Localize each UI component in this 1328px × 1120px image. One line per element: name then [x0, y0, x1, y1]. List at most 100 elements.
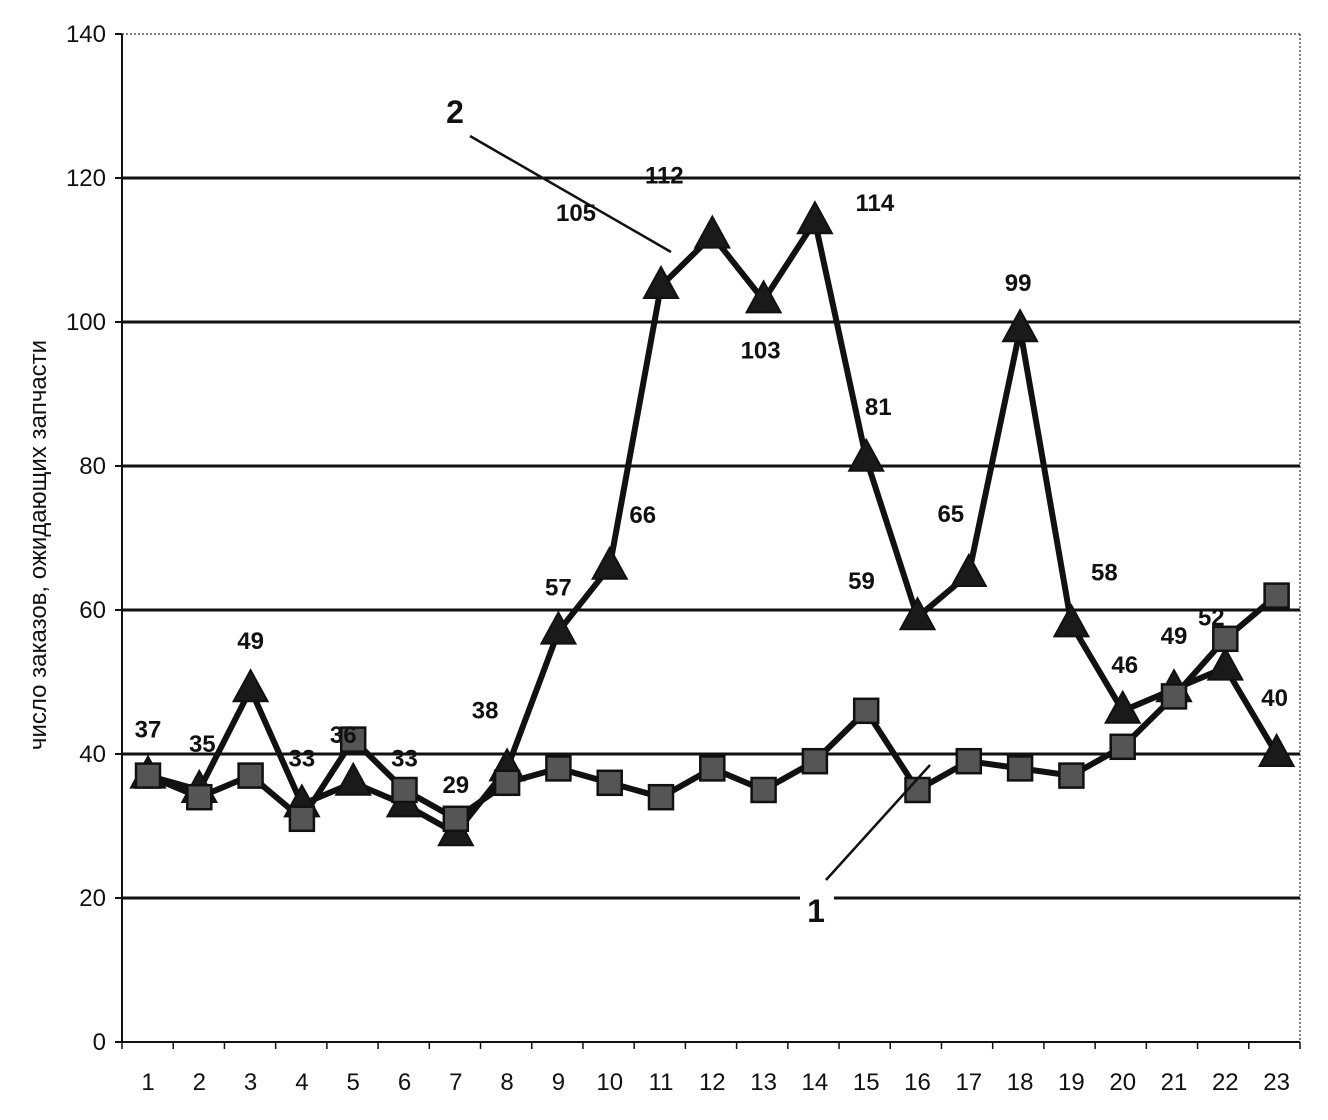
series-2-point [591, 545, 629, 580]
data-label: 35 [189, 731, 216, 758]
series-1-point [391, 776, 418, 804]
series-1-point [186, 783, 213, 811]
x-tick-label: 6 [398, 1069, 411, 1096]
x-tick-label: 15 [853, 1069, 880, 1096]
data-label: 66 [629, 502, 656, 529]
series-1-point [288, 805, 316, 833]
x-tick-label: 10 [596, 1069, 623, 1096]
x-tick-label: 8 [500, 1069, 513, 1096]
series-1-point [1160, 683, 1188, 710]
series-1-point [134, 762, 162, 789]
x-tick-label: 2 [193, 1069, 206, 1096]
y-tick-label: 0 [93, 1029, 106, 1056]
data-label: 112 [645, 163, 684, 190]
series-1-point [699, 755, 726, 782]
series-1-point [1058, 762, 1085, 789]
y-tick-label: 80 [79, 453, 106, 480]
callout-1-leader [825, 764, 931, 881]
x-tick-label: 22 [1212, 1069, 1239, 1096]
data-label: 65 [937, 501, 964, 528]
y-tick-label: 140 [66, 21, 106, 48]
x-tick-label: 18 [1007, 1069, 1034, 1096]
series-2-point [1257, 732, 1296, 767]
data-label: 81 [865, 394, 892, 421]
series-1-point [904, 776, 931, 804]
callout-2-leader [469, 134, 672, 254]
data-label: 59 [848, 568, 875, 595]
x-tick-label: 9 [552, 1069, 565, 1096]
data-label: 52 [1198, 605, 1225, 632]
y-axis: 0 20 40 60 80 100 120 140 [66, 21, 122, 1056]
series-1-point [1109, 733, 1136, 761]
data-label: 38 [472, 697, 499, 724]
x-tick-label: 19 [1058, 1069, 1085, 1096]
data-label: 40 [1261, 685, 1288, 712]
data-label: 103 [741, 337, 781, 364]
series-1-point [1006, 755, 1034, 782]
series-1-point [237, 762, 264, 789]
callout-1-gap [800, 884, 834, 920]
y-tick-label: 120 [66, 165, 106, 192]
data-label: 37 [135, 717, 162, 744]
series-2-point [898, 596, 937, 631]
series-1-point [545, 755, 572, 782]
series-1-point [750, 776, 777, 804]
y-tick-label: 60 [79, 597, 106, 624]
x-tick-label: 16 [904, 1069, 931, 1096]
x-tick-label: 20 [1109, 1069, 1136, 1096]
series-2-point [693, 214, 731, 249]
x-tick-label: 7 [449, 1069, 462, 1096]
x-tick-label: 17 [955, 1069, 982, 1096]
y-tick-label: 100 [66, 309, 106, 336]
x-tick-label: 13 [750, 1069, 777, 1096]
series-1-point [339, 726, 367, 753]
x-tick-label: 12 [699, 1069, 726, 1096]
series-2-point [1104, 689, 1142, 724]
x-tick-label: 1 [141, 1069, 154, 1096]
series-2-point [1001, 308, 1039, 343]
y-axis-label: число заказов, ожидающих запчасти [25, 340, 52, 750]
series-2-point [847, 437, 885, 472]
series-2-point [642, 264, 680, 299]
series-1-point [1263, 582, 1290, 609]
series-2-point [744, 279, 783, 314]
series-1-point [852, 697, 880, 725]
series-2-point [1206, 646, 1244, 681]
data-label: 58 [1091, 559, 1118, 586]
series-1-point [647, 783, 675, 811]
series-1-point [955, 747, 983, 775]
series-2-line [147, 218, 1280, 837]
data-label: 46 [1111, 652, 1138, 679]
y-tick-label: 40 [79, 741, 106, 768]
y-tick-label: 20 [79, 885, 106, 912]
series-1-point [596, 769, 623, 797]
data-label: 49 [237, 628, 264, 655]
series-2-point [334, 761, 372, 796]
data-label: 114 [856, 190, 895, 217]
series-1-point [442, 805, 470, 833]
data-label: 36 [330, 722, 357, 749]
x-tick-label: 3 [244, 1069, 257, 1096]
x-tick-label: 14 [802, 1069, 829, 1096]
series-2-point [1052, 603, 1091, 638]
series-2-point [796, 200, 834, 235]
series-1-point [493, 769, 521, 797]
data-label: 57 [545, 575, 572, 602]
grid-lines [122, 176, 1300, 900]
x-tick-label: 5 [347, 1069, 360, 1096]
data-label: 99 [1005, 270, 1032, 297]
x-tick-label: 23 [1263, 1069, 1290, 1096]
data-label: 29 [442, 772, 469, 799]
series-1-point [1212, 625, 1239, 653]
data-label: 33 [391, 745, 418, 772]
x-tick-label: 21 [1161, 1069, 1188, 1096]
x-axis: 1 2 3 4 5 6 7 8 9 10 11 12 13 14 15 16 17 18 19 20 21 22 23 [121, 1042, 1301, 1096]
x-tick-label: 11 [649, 1069, 674, 1096]
callout-1-label: 1 [807, 893, 825, 929]
series-2-point [950, 552, 988, 587]
data-label: 33 [289, 745, 316, 772]
series-1-point [801, 747, 829, 775]
callouts: 21 [446, 94, 931, 929]
data-label: 49 [1161, 623, 1188, 650]
